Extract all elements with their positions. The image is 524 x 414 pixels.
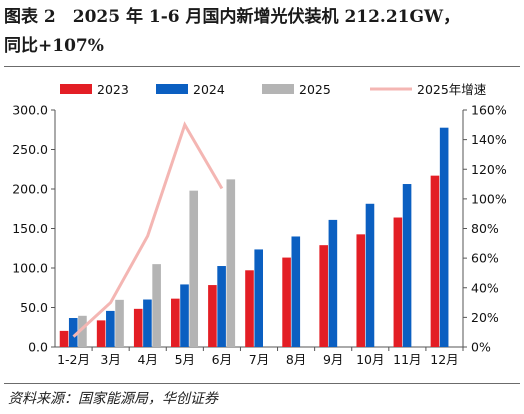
y-left-tick-label: 0.0 xyxy=(28,340,48,355)
bar-2023 xyxy=(319,245,328,347)
x-tick-label: 6月 xyxy=(212,352,232,367)
y-right-tick-label: 120% xyxy=(471,162,507,177)
title-line-1: 图表 2 2025 年 1-6 月国内新增光伏装机 212.21GW， xyxy=(4,7,461,27)
bar-2024 xyxy=(180,284,189,347)
bar-2024 xyxy=(402,184,412,347)
bar-2024 xyxy=(365,203,375,347)
chart-title: 图表 2 2025 年 1-6 月国内新增光伏装机 212.21GW， 同比+1… xyxy=(4,3,520,61)
y-right-tick-label: 60% xyxy=(471,251,499,266)
bar-2024 xyxy=(106,310,115,347)
legend-label-2024: 2024 xyxy=(193,82,225,97)
y-right-tick-label: 100% xyxy=(471,191,507,206)
source-note: 资料来源：国家能源局，华创证券 xyxy=(8,391,218,407)
bar-2025 xyxy=(226,179,236,347)
x-tick-label: 4月 xyxy=(138,352,158,367)
y-right-tick-label: 0% xyxy=(471,340,491,355)
y-right-tick-label: 40% xyxy=(471,280,499,295)
bottom-rule xyxy=(4,383,520,384)
x-tick-label: 7月 xyxy=(249,352,269,367)
bar-2025 xyxy=(115,299,124,347)
y-right-tick-label: 80% xyxy=(471,221,499,236)
bar-2023 xyxy=(133,308,143,347)
bar-2023 xyxy=(96,320,106,347)
bar-2025 xyxy=(78,315,87,347)
bar-2024 xyxy=(439,127,449,347)
x-tick-label: 10月 xyxy=(356,352,384,367)
bar-2023 xyxy=(393,217,403,347)
bar-2024 xyxy=(328,219,338,347)
x-tick-label: 5月 xyxy=(175,352,195,367)
bar-2024 xyxy=(143,299,152,347)
bar-2023 xyxy=(245,270,254,347)
bar-2024 xyxy=(68,318,78,347)
y-right-tick-label: 160% xyxy=(471,103,507,118)
x-tick-label: 11月 xyxy=(393,352,421,367)
y-right-tick-label: 140% xyxy=(471,132,507,147)
y-left-tick-label: 250.0 xyxy=(12,142,48,157)
bar-2023 xyxy=(356,234,366,347)
legend-label-2023: 2023 xyxy=(97,82,129,97)
bar-2024 xyxy=(217,266,226,347)
legend-swatch-2025 xyxy=(262,84,294,94)
bar-2023 xyxy=(59,330,69,347)
legend-swatch-2023 xyxy=(60,84,92,94)
top-rule xyxy=(4,66,520,67)
y-left-tick-label: 150.0 xyxy=(12,221,48,236)
bar-2023 xyxy=(171,298,180,347)
x-tick-label: 3月 xyxy=(100,352,120,367)
y-left-tick-label: 100.0 xyxy=(12,261,48,276)
bar-2023 xyxy=(430,175,440,347)
bar-2025 xyxy=(152,264,161,347)
bar-2025 xyxy=(189,190,199,347)
bar-2024 xyxy=(291,236,301,347)
x-tick-label: 9月 xyxy=(323,352,343,367)
x-tick-label: 12月 xyxy=(430,352,458,367)
title-line-2: 同比+107% xyxy=(4,36,104,56)
bar-2023 xyxy=(208,285,217,347)
x-tick-label: 8月 xyxy=(286,352,306,367)
line-growth-2025 xyxy=(72,121,224,338)
bar-2024 xyxy=(254,249,263,347)
y-left-tick-label: 200.0 xyxy=(12,182,48,197)
bar-2023 xyxy=(282,257,291,347)
legend-swatch-2024 xyxy=(156,84,188,94)
y-left-tick-label: 50.0 xyxy=(20,300,48,315)
legend-label-growth-2025: 2025年增速 xyxy=(417,82,487,97)
y-right-tick-label: 20% xyxy=(471,310,499,325)
chart: 2023 2024 2025 2025年增速 0.0 50.0 100.0 150.0 200.… xyxy=(12,82,507,367)
x-tick-label: 1-2月 xyxy=(57,352,90,367)
y-left-tick-label: 300.0 xyxy=(12,103,48,118)
legend-label-2025: 2025 xyxy=(299,82,331,97)
